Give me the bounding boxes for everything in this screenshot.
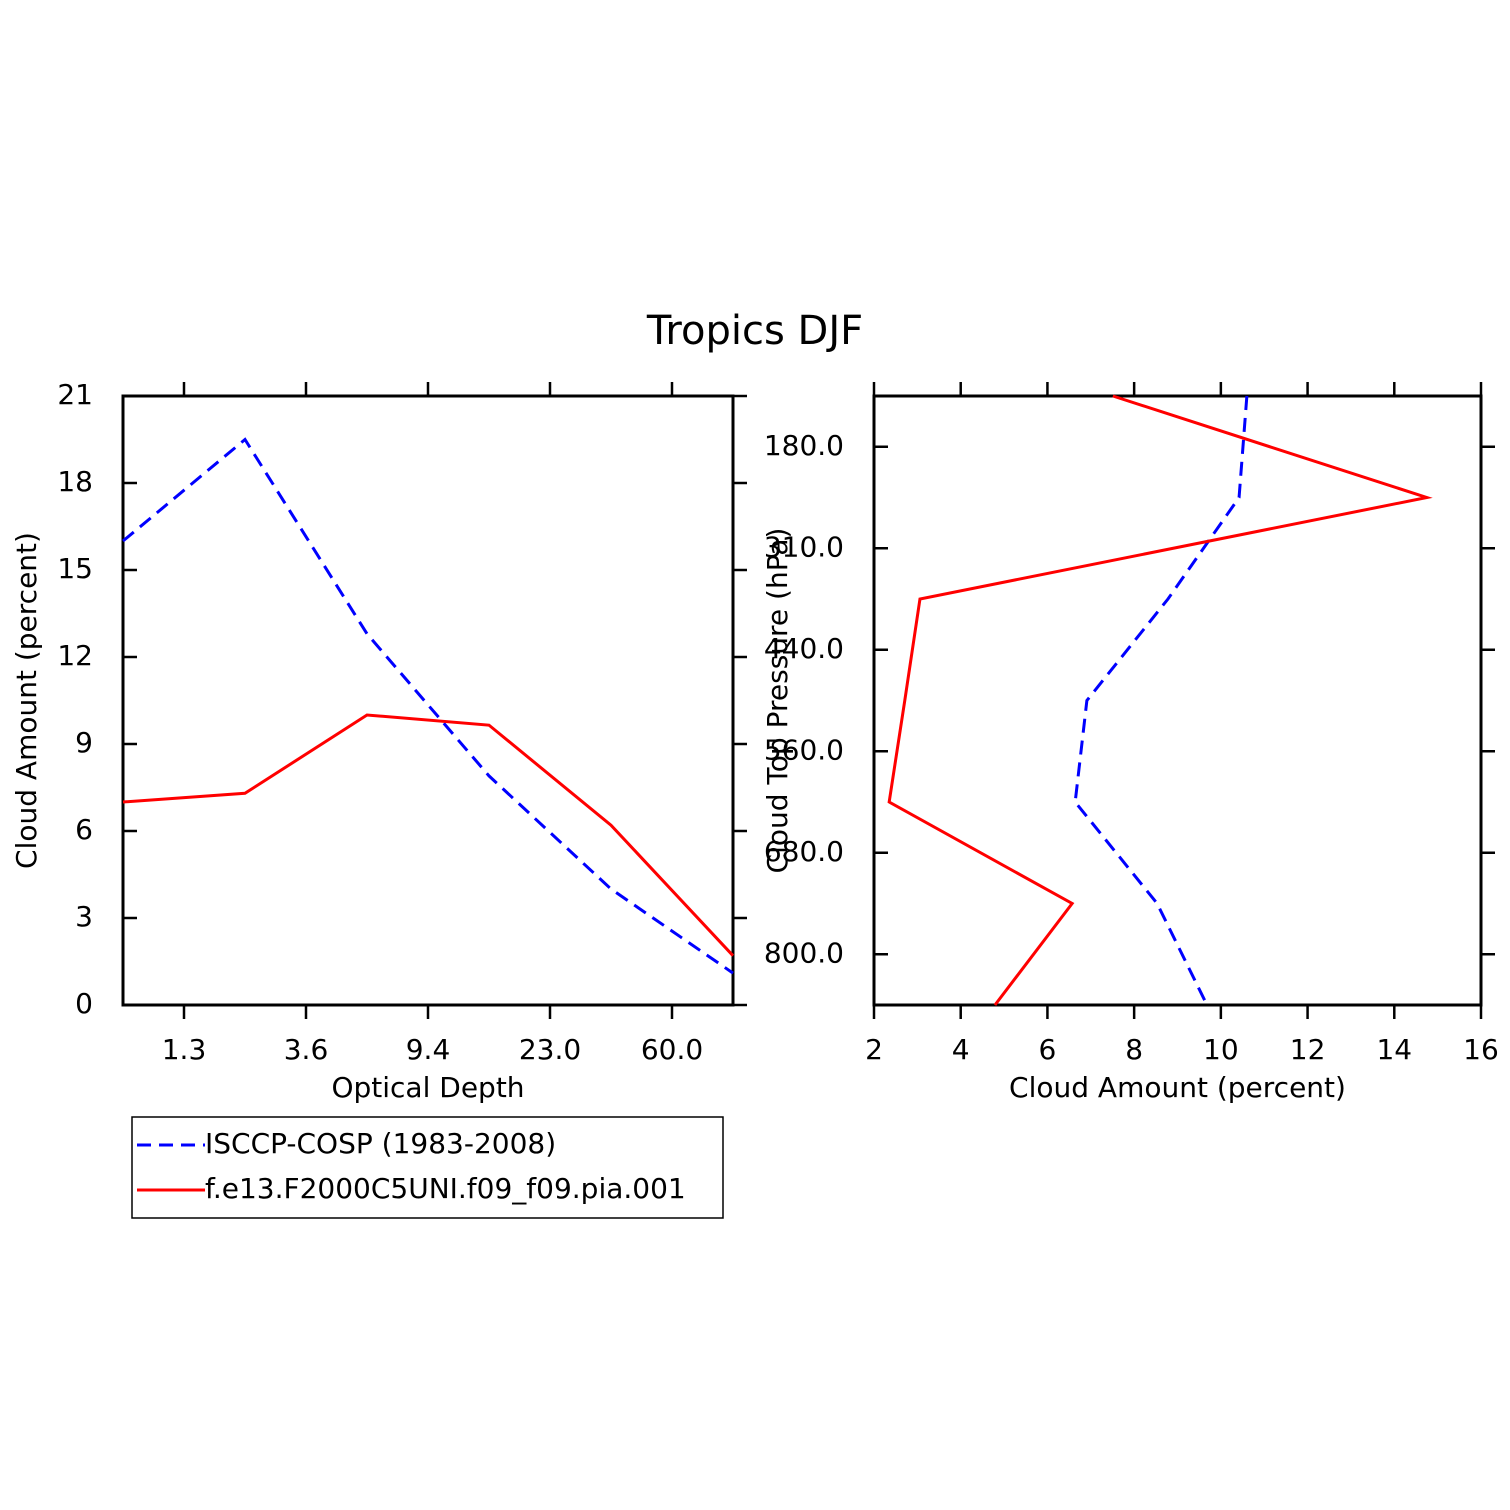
plot-frame [121, 394, 735, 1007]
x-tick-label: 16 [1463, 1033, 1499, 1066]
y-tick-label: 180.0 [764, 429, 844, 462]
series-line [122, 713, 735, 957]
chart-title: Tropics DJF [646, 308, 863, 354]
y-tick-label: 18 [57, 465, 93, 498]
y-tick-label: 440.0 [764, 632, 844, 665]
y-tick-label: 680.0 [764, 835, 844, 868]
series-line [1073, 395, 1249, 1006]
x-tick-label: 3.6 [284, 1033, 329, 1066]
x-tick-label: 10 [1203, 1033, 1239, 1066]
legend-box [131, 1116, 724, 1219]
x-tick-label: 2 [865, 1033, 883, 1066]
x-axis-label: Optical Depth [331, 1071, 524, 1104]
x-tick-label: 23.0 [519, 1033, 581, 1066]
y-tick-label: 800.0 [764, 936, 844, 969]
x-tick-label: 60.0 [641, 1033, 703, 1066]
y-axis-label: Cloud Top Pressure (hPa) [761, 528, 794, 874]
legend-label: f.e13.F2000C5UNI.f09_f09.pia.001 [205, 1172, 686, 1205]
x-axis-label: Cloud Amount (percent) [1009, 1071, 1346, 1104]
x-tick-label: 9.4 [406, 1033, 451, 1066]
x-tick-label: 1.3 [162, 1033, 207, 1066]
x-tick-label: 4 [952, 1033, 970, 1066]
y-tick-label: 6 [75, 813, 93, 846]
plot-frame [872, 394, 1483, 1007]
legend-label: ISCCP-COSP (1983-2008) [205, 1127, 556, 1160]
y-tick-label: 0 [75, 987, 93, 1020]
y-tick-label: 15 [57, 552, 93, 585]
y-tick-label: 310.0 [764, 530, 844, 563]
y-tick-label: 3 [75, 900, 93, 933]
y-axis-label: Cloud Amount (percent) [10, 532, 43, 869]
series-line [887, 394, 1433, 1006]
y-tick-label: 21 [57, 378, 93, 411]
x-tick-label: 6 [1039, 1033, 1057, 1066]
x-tick-label: 12 [1290, 1033, 1326, 1066]
series-line [122, 437, 734, 975]
x-tick-label: 14 [1376, 1033, 1412, 1066]
y-tick-label: 12 [57, 639, 93, 672]
y-tick-label: 560.0 [764, 733, 844, 766]
y-tick-label: 9 [75, 726, 93, 759]
x-tick-label: 8 [1125, 1033, 1143, 1066]
